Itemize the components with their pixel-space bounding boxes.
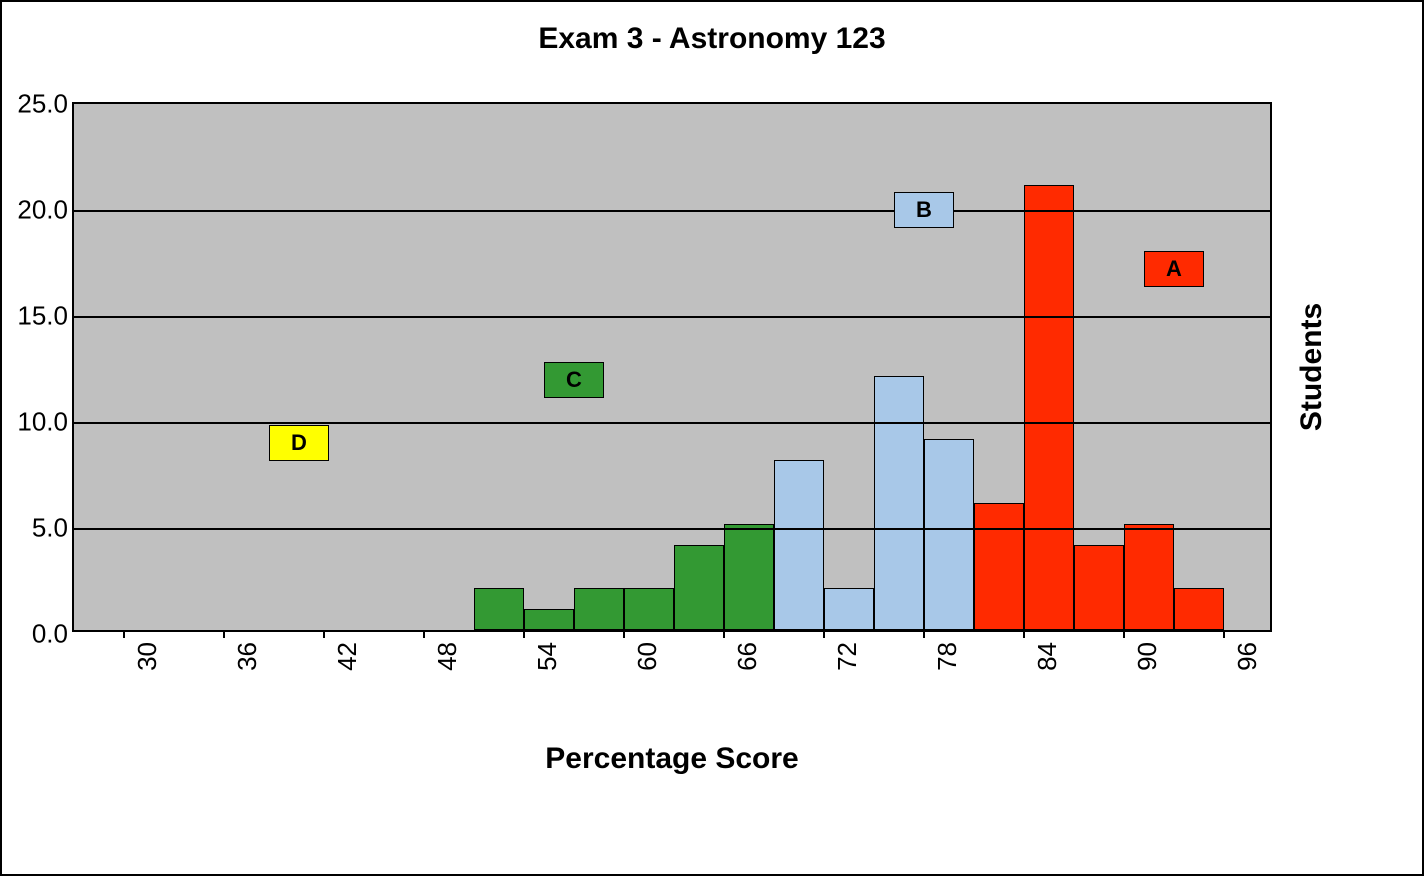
x-tick-label: 48 <box>432 642 463 671</box>
x-tick-label: 90 <box>1132 642 1163 671</box>
x-tick-label: 42 <box>332 642 363 671</box>
gridline <box>74 422 1270 424</box>
x-tick-label: 96 <box>1232 642 1263 671</box>
gridline <box>74 316 1270 318</box>
x-tick-label: 66 <box>732 642 763 671</box>
x-tick <box>723 630 725 638</box>
y-tick-label: 25.0 <box>17 89 68 120</box>
x-tick <box>823 630 825 638</box>
x-axis-label: Percentage Score <box>72 742 1272 776</box>
y-tick-label: 15.0 <box>17 301 68 332</box>
plot-area: 303642485460667278849096 0.05.010.015.02… <box>72 102 1272 632</box>
x-tick <box>423 630 425 638</box>
y-tick-label: 10.0 <box>17 407 68 438</box>
gridline <box>74 528 1270 530</box>
x-tick-label: 54 <box>532 642 563 671</box>
gridline <box>74 210 1270 212</box>
bar-60 <box>574 588 624 630</box>
bar-57 <box>524 609 574 630</box>
x-tick <box>1023 630 1025 638</box>
y-tick-label: 0.0 <box>32 619 68 650</box>
bar-54 <box>474 588 524 630</box>
bar-69 <box>724 524 774 630</box>
x-tick <box>323 630 325 638</box>
x-tick-label: 84 <box>1032 642 1063 671</box>
chart-frame: Exam 3 - Astronomy 123 30364248546066727… <box>0 0 1424 876</box>
grade-label-B: B <box>894 192 954 228</box>
x-tick <box>623 630 625 638</box>
y-tick-label: 5.0 <box>32 513 68 544</box>
bars-layer <box>74 104 1270 630</box>
x-tick <box>923 630 925 638</box>
bar-63 <box>624 588 674 630</box>
bar-75 <box>824 588 874 630</box>
x-tick <box>523 630 525 638</box>
x-tick <box>223 630 225 638</box>
x-tick-label: 78 <box>932 642 963 671</box>
bar-96 <box>1174 588 1224 630</box>
x-tick-label: 72 <box>832 642 863 671</box>
x-tick-label: 60 <box>632 642 663 671</box>
bar-84 <box>974 503 1024 630</box>
bar-78 <box>874 376 924 630</box>
bar-66 <box>674 545 724 630</box>
grade-label-C: C <box>544 362 604 398</box>
x-tick <box>123 630 125 638</box>
chart-title: Exam 3 - Astronomy 123 <box>2 22 1422 56</box>
bar-90 <box>1074 545 1124 630</box>
bar-72 <box>774 460 824 630</box>
y-tick-label: 20.0 <box>17 195 68 226</box>
bar-81 <box>924 439 974 630</box>
bar-93 <box>1124 524 1174 630</box>
grade-label-D: D <box>269 425 329 461</box>
x-tick <box>1223 630 1225 638</box>
y-axis-label: Students <box>1295 303 1329 431</box>
grade-label-A: A <box>1144 251 1204 287</box>
x-tick-label: 30 <box>132 642 163 671</box>
x-tick-label: 36 <box>232 642 263 671</box>
x-tick <box>1123 630 1125 638</box>
bar-87 <box>1024 185 1074 630</box>
